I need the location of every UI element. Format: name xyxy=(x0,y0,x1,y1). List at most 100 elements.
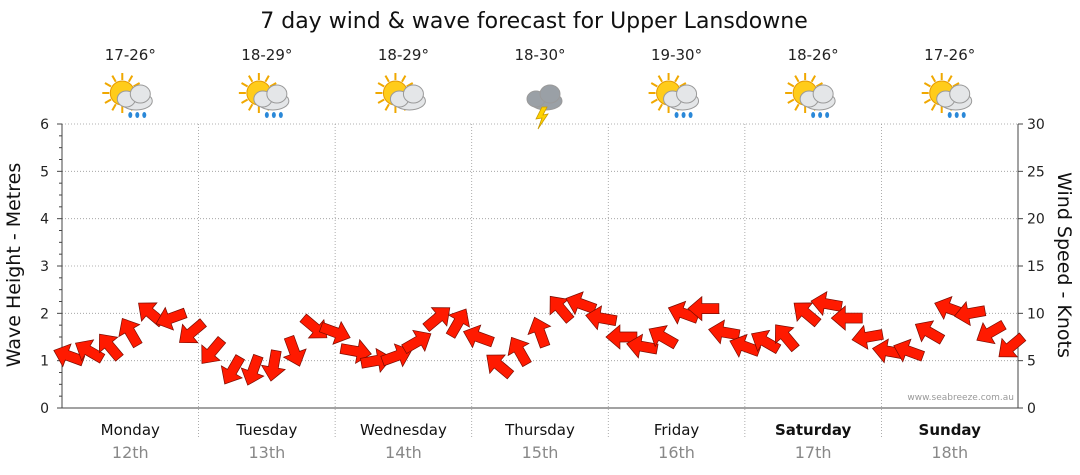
y-tick-label: 6 xyxy=(40,117,49,133)
sun-ray xyxy=(815,82,823,88)
wind-arrow xyxy=(585,305,618,331)
day-label: Thursday xyxy=(504,421,575,439)
wind-arrow xyxy=(240,353,265,386)
wind-arrows xyxy=(53,291,1027,386)
sun-ray xyxy=(241,98,249,104)
wind-arrow-shape xyxy=(220,354,246,385)
wind-arrow-shape xyxy=(282,334,307,367)
wind-arrow xyxy=(774,324,800,353)
rain-drop xyxy=(954,112,959,118)
sun-ray xyxy=(923,82,931,88)
y-tick-label: 5 xyxy=(40,164,49,180)
wind-arrow xyxy=(155,306,188,331)
wind-arrow-shape xyxy=(260,349,286,382)
day-label: Monday xyxy=(101,421,160,439)
sun-ray xyxy=(947,75,953,83)
wind-arrow xyxy=(118,317,143,349)
wind-arrow-shape xyxy=(830,305,863,331)
sun-ray xyxy=(657,75,663,83)
cloud-part xyxy=(402,84,424,104)
wind-arrow-shape xyxy=(810,291,843,317)
rain-drop xyxy=(264,112,269,118)
wind-arrow-shape xyxy=(976,319,1007,345)
day-labels: Monday 12th Tuesday 13th Wednesday 14th Thursd… xyxy=(101,421,981,462)
wind-arrow-shape xyxy=(998,332,1027,358)
sun-cloud-rain-icon xyxy=(785,73,836,118)
wind-arrow xyxy=(751,329,782,355)
y-tick-label: 3 xyxy=(40,259,49,275)
wind-arrow-shape xyxy=(445,308,470,339)
rain-drop xyxy=(278,112,283,118)
wind-arrow-shape xyxy=(74,339,106,364)
cloud-part xyxy=(266,84,288,104)
sun-ray xyxy=(269,82,277,88)
sun-ray xyxy=(377,82,385,88)
wind-arrow-shape xyxy=(648,325,679,350)
sun-ray xyxy=(127,75,134,83)
wind-arrow xyxy=(976,319,1007,345)
right-axis-ticks: 0 5 10 15 20 25 30 xyxy=(1018,117,1045,417)
grid xyxy=(61,123,1019,438)
wind-arrow xyxy=(851,324,884,350)
sun-ray xyxy=(111,75,117,83)
sun-ray xyxy=(384,103,390,111)
wind-arrow-shape xyxy=(549,295,575,324)
sun-ray xyxy=(241,82,249,88)
y-axis-label: Wave Height - Metres xyxy=(3,163,25,367)
sun-ray xyxy=(787,82,795,88)
rain-drop xyxy=(271,112,276,118)
wind-arrow xyxy=(445,308,470,339)
sun-ray xyxy=(104,82,112,88)
wind-arrow-shape xyxy=(708,319,741,345)
sun-ray xyxy=(794,75,800,83)
y-tick-label: 4 xyxy=(40,212,49,228)
wind-arrow-shape xyxy=(851,324,884,350)
wind-arrow xyxy=(998,332,1027,358)
wind-arrow xyxy=(605,324,638,350)
wind-arrow-shape xyxy=(605,324,638,350)
wind-arrow-shape xyxy=(98,333,124,362)
wind-arrow-shape xyxy=(774,324,800,353)
y2-tick-label: 25 xyxy=(1027,164,1045,180)
date-label: 12th xyxy=(112,443,149,462)
date-label: 14th xyxy=(385,443,422,462)
rain-drop xyxy=(961,112,966,118)
day-label: Wednesday xyxy=(360,421,447,439)
wind-arrow xyxy=(463,324,495,349)
wind-arrow-shape xyxy=(118,317,143,349)
sun-ray xyxy=(650,98,658,104)
credit-text: www.seabreeze.com.au xyxy=(907,393,1014,403)
wind-arrow xyxy=(201,336,227,364)
wind-arrow xyxy=(549,295,575,324)
sun-ray xyxy=(952,82,960,88)
sun-ray xyxy=(401,75,407,83)
sun-ray xyxy=(133,82,141,88)
wind-arrow-shape xyxy=(751,329,782,355)
sun-ray xyxy=(679,82,687,88)
rain-drop xyxy=(825,112,830,118)
wind-arrow xyxy=(687,295,720,322)
wind-arrow-shape xyxy=(585,305,618,331)
sun-cloud-rain-icon xyxy=(238,73,290,118)
sun-cloud-rain-icon xyxy=(102,73,153,118)
rain-drop xyxy=(674,112,679,118)
temp-label: 19-30° xyxy=(651,46,702,64)
rain-drop xyxy=(135,112,140,118)
sun-ray xyxy=(810,75,817,83)
rain-drop xyxy=(142,112,147,118)
wind-arrow-shape xyxy=(240,353,265,386)
temp-label: 18-29° xyxy=(241,46,292,64)
lightning-bolt xyxy=(535,106,549,130)
y2-tick-label: 0 xyxy=(1027,401,1036,417)
wind-arrow xyxy=(486,354,515,380)
y2-tick-label: 10 xyxy=(1027,306,1045,322)
sun-ray xyxy=(377,98,385,104)
y2-tick-label: 30 xyxy=(1027,117,1045,133)
day-label: Sunday xyxy=(919,421,982,439)
chart-title: 7 day wind & wave forecast for Upper Lan… xyxy=(260,9,807,34)
wind-arrow-shape xyxy=(527,316,552,349)
y2-tick-label: 20 xyxy=(1027,212,1045,228)
wind-arrow xyxy=(74,339,106,364)
left-axis-ticks: 0 1 2 3 4 5 6 xyxy=(40,117,62,417)
temp-label: 17-26° xyxy=(105,46,156,64)
